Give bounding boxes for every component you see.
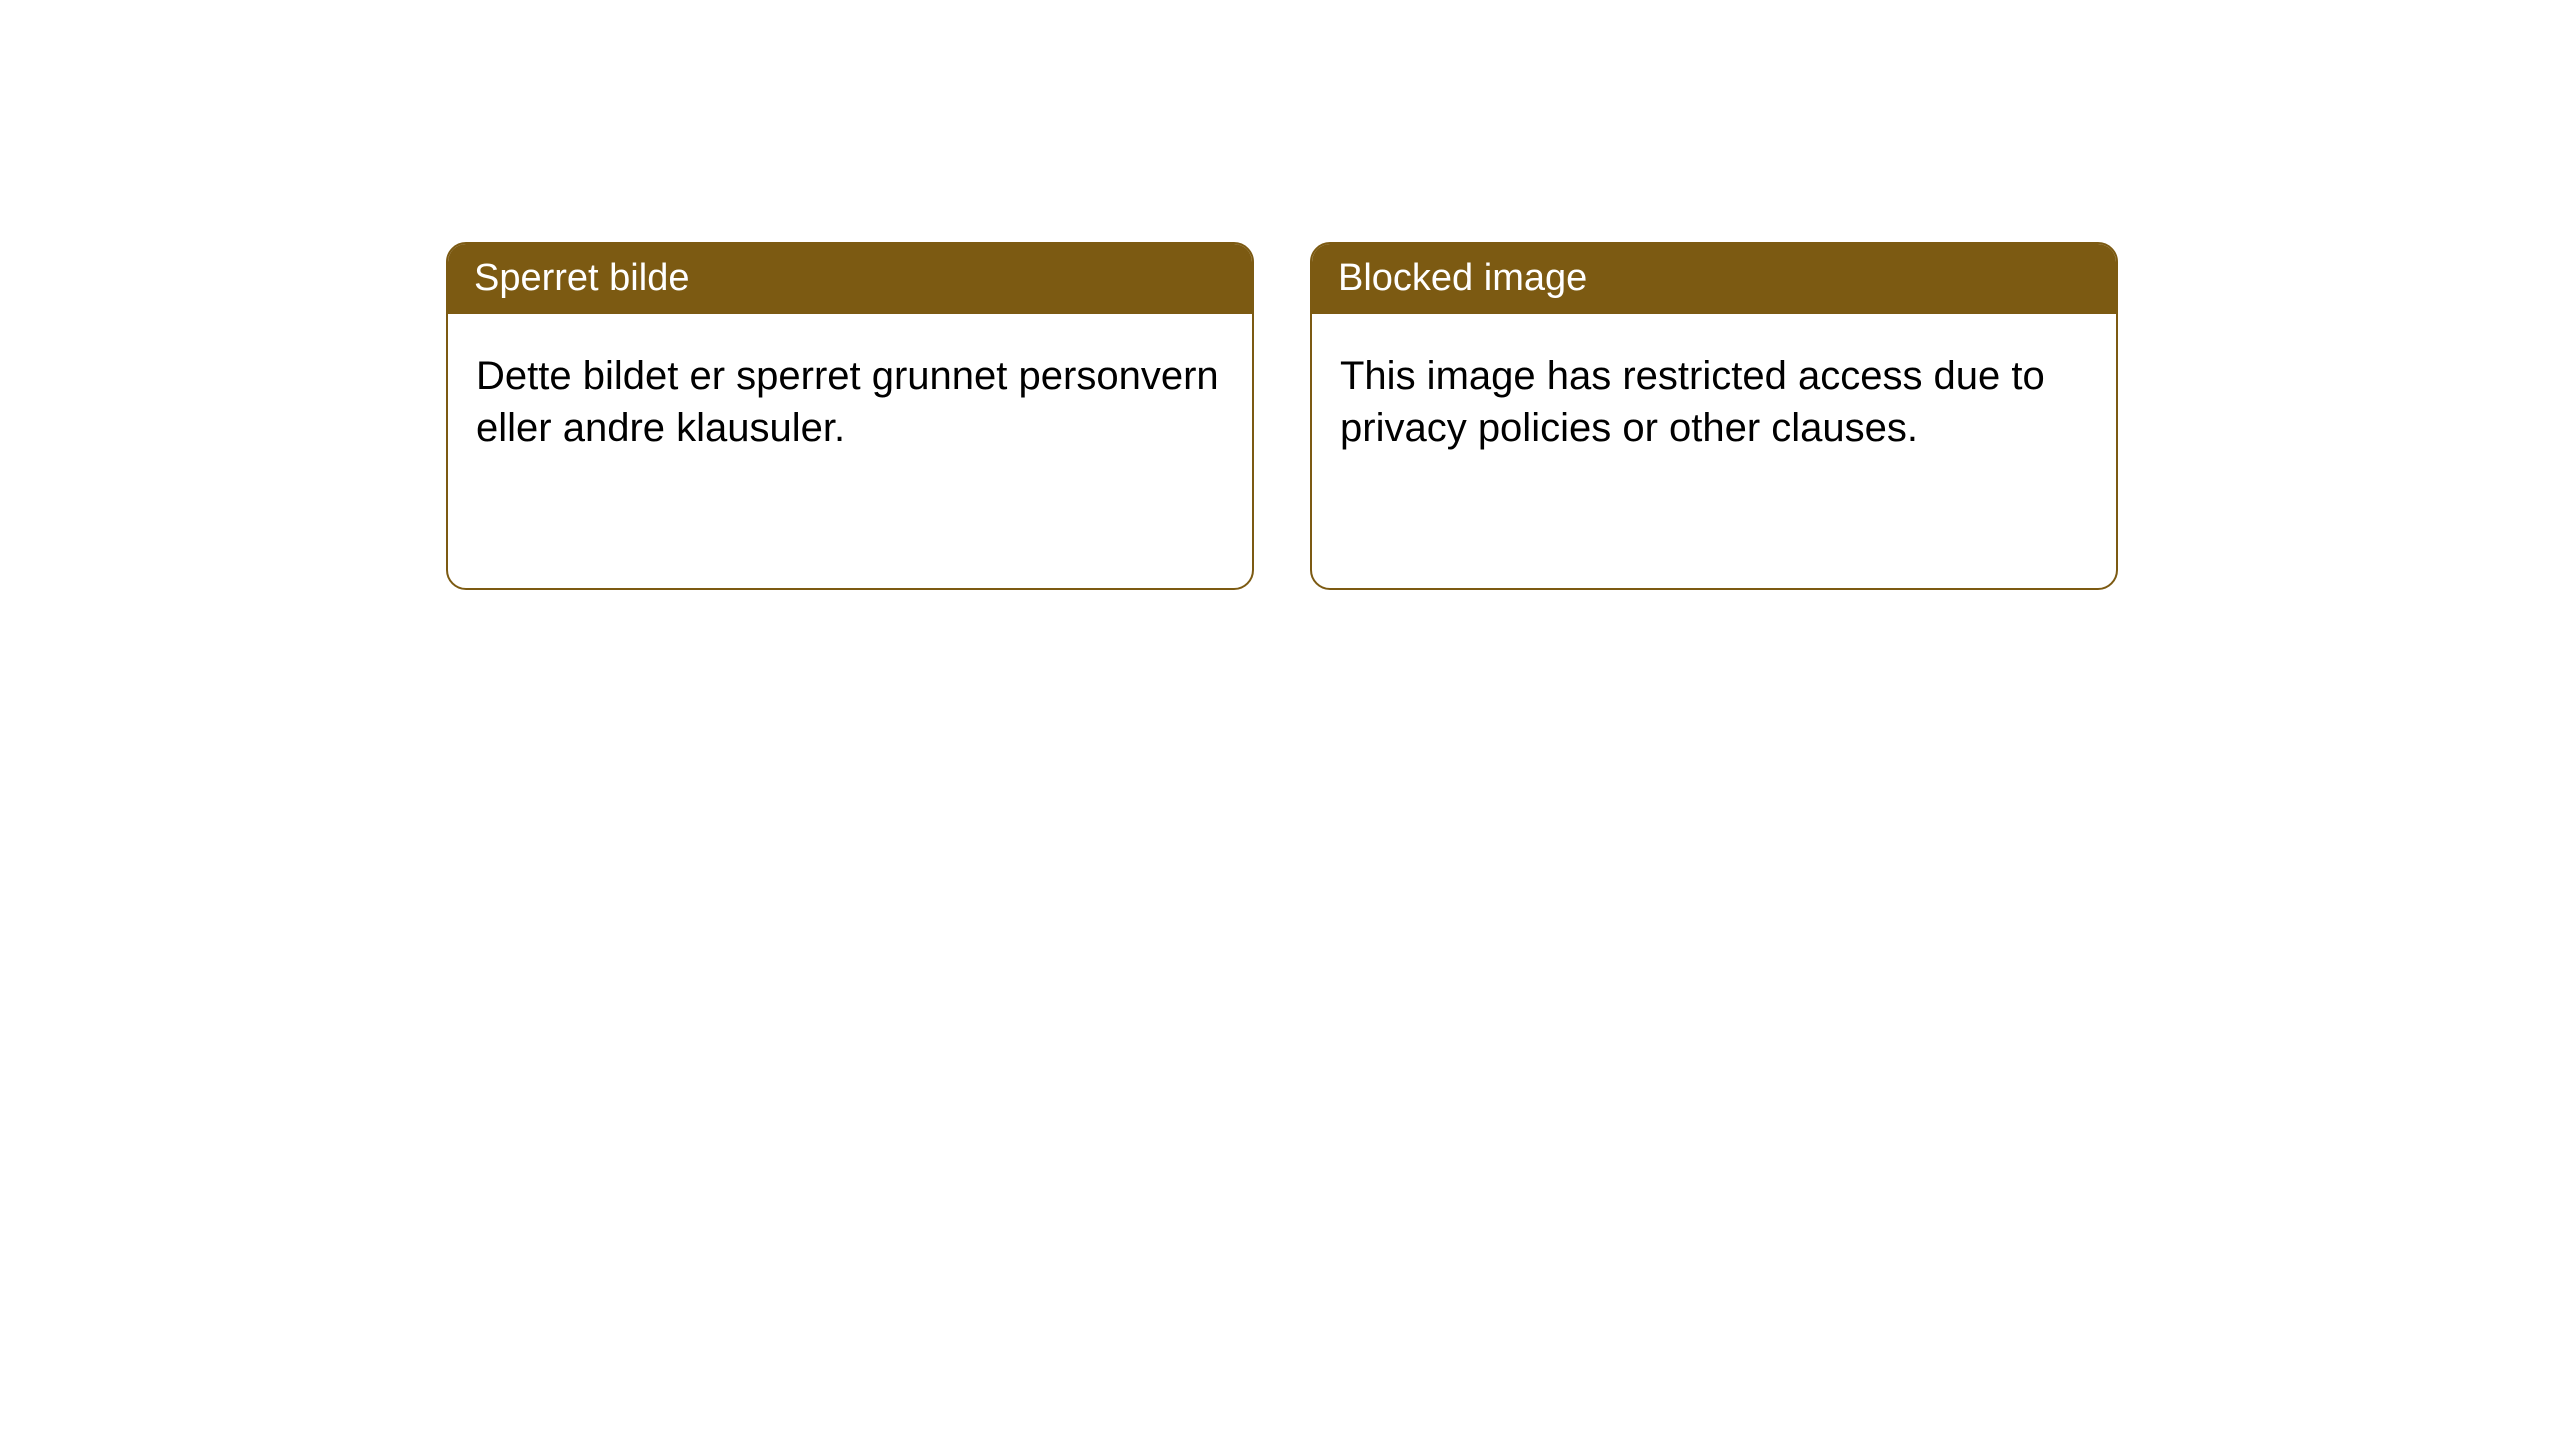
card-header: Sperret bilde bbox=[448, 244, 1252, 314]
card-body: Dette bildet er sperret grunnet personve… bbox=[448, 314, 1252, 588]
notice-cards-container: Sperret bilde Dette bildet er sperret gr… bbox=[0, 0, 2560, 590]
notice-card-norwegian: Sperret bilde Dette bildet er sperret gr… bbox=[446, 242, 1254, 590]
card-body-text: This image has restricted access due to … bbox=[1340, 354, 2045, 450]
card-body: This image has restricted access due to … bbox=[1312, 314, 2116, 588]
notice-card-english: Blocked image This image has restricted … bbox=[1310, 242, 2118, 590]
card-header: Blocked image bbox=[1312, 244, 2116, 314]
card-title: Sperret bilde bbox=[474, 257, 689, 299]
card-body-text: Dette bildet er sperret grunnet personve… bbox=[476, 354, 1219, 450]
card-title: Blocked image bbox=[1338, 257, 1587, 299]
